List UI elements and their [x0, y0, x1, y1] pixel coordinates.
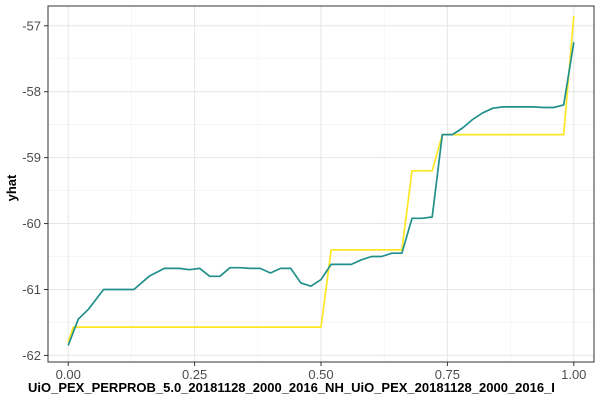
x-tick-label: 1.00	[561, 367, 586, 382]
x-axis-title: UiO_PEX_PERPROB_5.0_20181128_2000_2016_N…	[28, 380, 555, 395]
series-line-1	[67, 15, 575, 343]
y-tick-label: -60	[22, 216, 41, 231]
x-tick-label: 0.00	[56, 367, 81, 382]
y-tick-label: -59	[22, 150, 41, 165]
y-tick-label: -58	[22, 84, 41, 99]
x-tick-label: 0.25	[182, 367, 207, 382]
y-tick-label: -57	[22, 18, 41, 33]
x-tick-label: 0.75	[435, 367, 460, 382]
x-axis: 0.00 0.25 0.50 0.75 1.00	[56, 362, 586, 382]
y-tick-label: -61	[22, 282, 41, 297]
y-axis-title: yhat	[4, 174, 19, 201]
series-line-2	[67, 42, 575, 346]
x-tick-label: 0.50	[308, 367, 333, 382]
plot-panel	[47, 5, 595, 363]
y-tick-label: -62	[22, 348, 41, 363]
y-axis: -62 -61 -60 -59 -58 -57	[22, 18, 48, 363]
